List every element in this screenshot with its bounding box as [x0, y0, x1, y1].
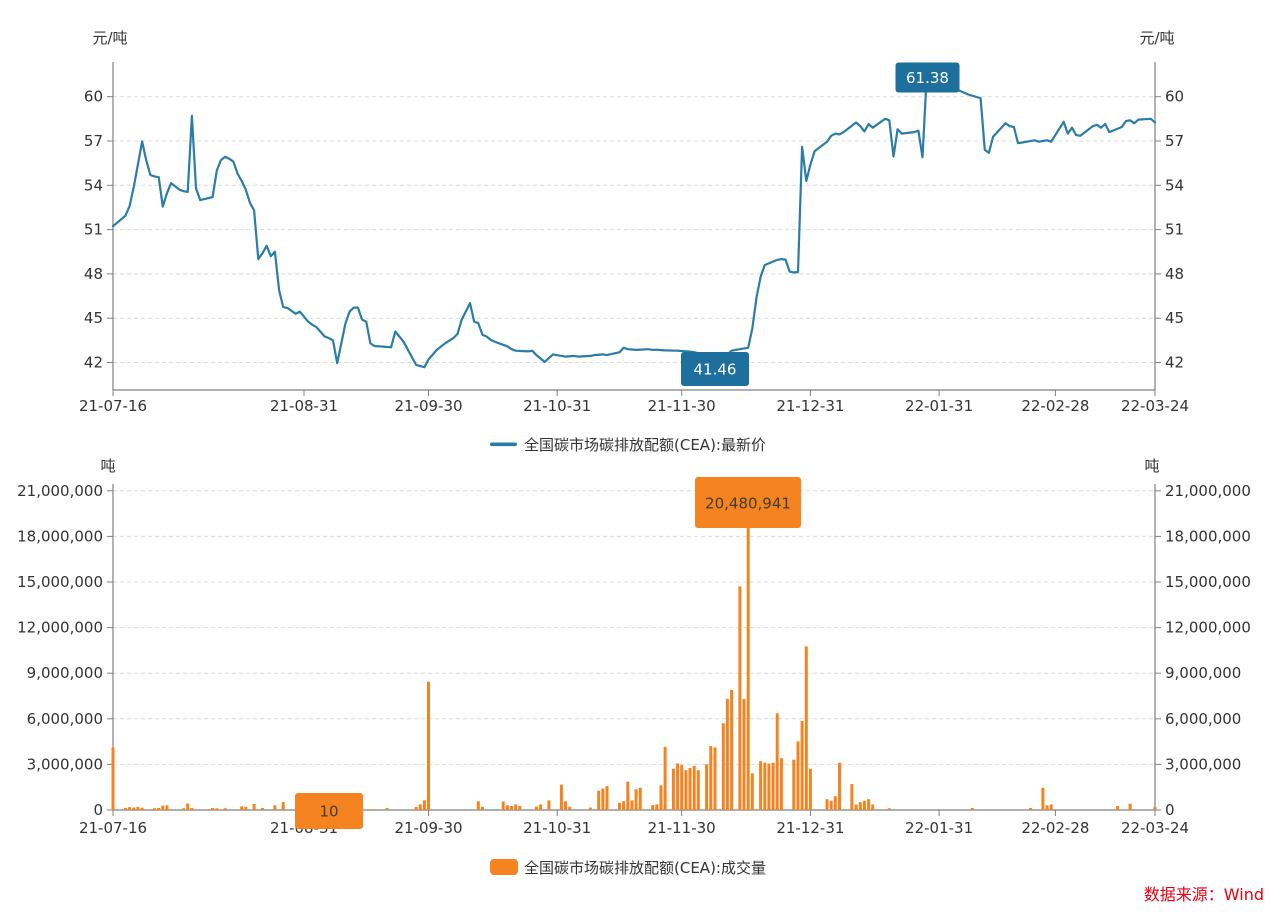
y-tick-label: 0 — [93, 801, 103, 819]
x-tick-label: 21-11-30 — [648, 819, 716, 837]
volume-legend-bar-swatch — [490, 859, 518, 875]
x-tick-label: 21-11-30 — [648, 397, 716, 415]
y-tick-label: 9,000,000 — [27, 664, 103, 682]
y-tick-label: 18,000,000 — [17, 527, 103, 545]
y-tick-label: 0 — [1165, 801, 1175, 819]
y-tick-label: 18,000,000 — [1165, 527, 1251, 545]
x-tick-label: 21-07-16 — [79, 397, 147, 415]
y-tick-label: 12,000,000 — [1165, 619, 1251, 637]
volume-min-callout-value: 10 — [319, 803, 338, 821]
y-tick-label: 6,000,000 — [27, 710, 103, 728]
volume-bar-series — [111, 498, 1157, 810]
x-tick-label: 22-02-28 — [1021, 397, 1089, 415]
x-tick-label: 21-10-31 — [523, 819, 591, 837]
price-legend: 全国碳市场碳排放配额(CEA):最新价 — [490, 436, 766, 454]
volume-min-callout-box — [295, 793, 363, 829]
x-tick-label: 22-02-28 — [1021, 819, 1089, 837]
price-line-series — [111, 75, 1157, 372]
x-tick-label: 22-01-31 — [905, 397, 973, 415]
price-min-callout-value: 41.46 — [694, 361, 737, 379]
y-tick-label: 45 — [84, 309, 103, 327]
volume-max-callout: 20,480,941 — [695, 477, 801, 528]
x-tick-label: 21-09-30 — [394, 397, 462, 415]
y-tick-label: 42 — [1165, 354, 1184, 372]
y-tick-label: 51 — [84, 221, 103, 239]
x-tick-label: 22-01-31 — [905, 819, 973, 837]
x-tick-label: 22-03-24 — [1121, 397, 1189, 415]
x-tick-label: 21-12-31 — [776, 819, 844, 837]
y-tick-label: 42 — [84, 354, 103, 372]
price-unit-label-left: 元/吨 — [92, 29, 127, 47]
volume-legend-label: 全国碳市场碳排放配额(CEA):成交量 — [524, 859, 766, 877]
y-tick-label: 15,000,000 — [17, 573, 103, 591]
y-tick-label: 57 — [84, 132, 103, 150]
x-tick-label: 22-03-24 — [1121, 819, 1189, 837]
price-max-callout: 61.38 — [895, 62, 960, 93]
y-tick-label: 15,000,000 — [1165, 573, 1251, 591]
x-tick-label: 21-09-30 — [394, 819, 462, 837]
volume-unit-label-left: 吨 — [100, 457, 115, 475]
y-tick-label: 51 — [1165, 221, 1184, 239]
volume-legend: 全国碳市场碳排放配额(CEA):成交量 — [490, 859, 766, 877]
y-tick-label: 54 — [84, 176, 103, 194]
price-legend-line-swatch — [490, 442, 517, 447]
volume-max-callout-box — [695, 477, 801, 528]
price-min-callout: 41.46 — [681, 352, 749, 386]
price-chart-axes: 42 42 45 45 48 48 51 51 54 54 57 57 60 60 21-07-16 21-0… — [79, 62, 1189, 415]
price-min-callout-box — [681, 352, 749, 386]
y-tick-label: 12,000,000 — [17, 619, 103, 637]
y-tick-label: 48 — [1165, 265, 1184, 283]
x-tick-label: 21-07-16 — [79, 819, 147, 837]
y-tick-label: 3,000,000 — [1165, 755, 1241, 773]
y-tick-label: 21,000,000 — [17, 482, 103, 500]
y-tick-label: 9,000,000 — [1165, 664, 1241, 682]
price-max-callout-box — [895, 62, 960, 93]
y-tick-label: 45 — [1165, 309, 1184, 327]
y-tick-label: 54 — [1165, 176, 1184, 194]
volume-chart-axes: 0 0 3,000,000 3,000,000 6,000,000 6,000,000 9,… — [17, 482, 1251, 837]
price-max-callout-value: 61.38 — [906, 69, 949, 87]
volume-unit-label-right: 吨 — [1144, 457, 1159, 475]
price-unit-label-right: 元/吨 — [1139, 29, 1174, 47]
data-source-note: 数据来源：Wind — [1143, 885, 1264, 904]
x-tick-label: 21-08-31 — [270, 397, 338, 415]
y-tick-label: 48 — [84, 265, 103, 283]
y-tick-label: 60 — [84, 88, 103, 106]
y-tick-label: 6,000,000 — [1165, 710, 1241, 728]
y-tick-label: 60 — [1165, 88, 1184, 106]
x-tick-label: 21-10-31 — [523, 397, 591, 415]
y-tick-label: 57 — [1165, 132, 1184, 150]
volume-min-callout: 10 — [295, 793, 363, 829]
price-legend-label: 全国碳市场碳排放配额(CEA):最新价 — [524, 436, 766, 454]
volume-max-callout-value: 20,480,941 — [705, 495, 791, 513]
x-tick-label: 21-12-31 — [776, 397, 844, 415]
y-tick-label: 3,000,000 — [27, 755, 103, 773]
y-tick-label: 21,000,000 — [1165, 482, 1251, 500]
